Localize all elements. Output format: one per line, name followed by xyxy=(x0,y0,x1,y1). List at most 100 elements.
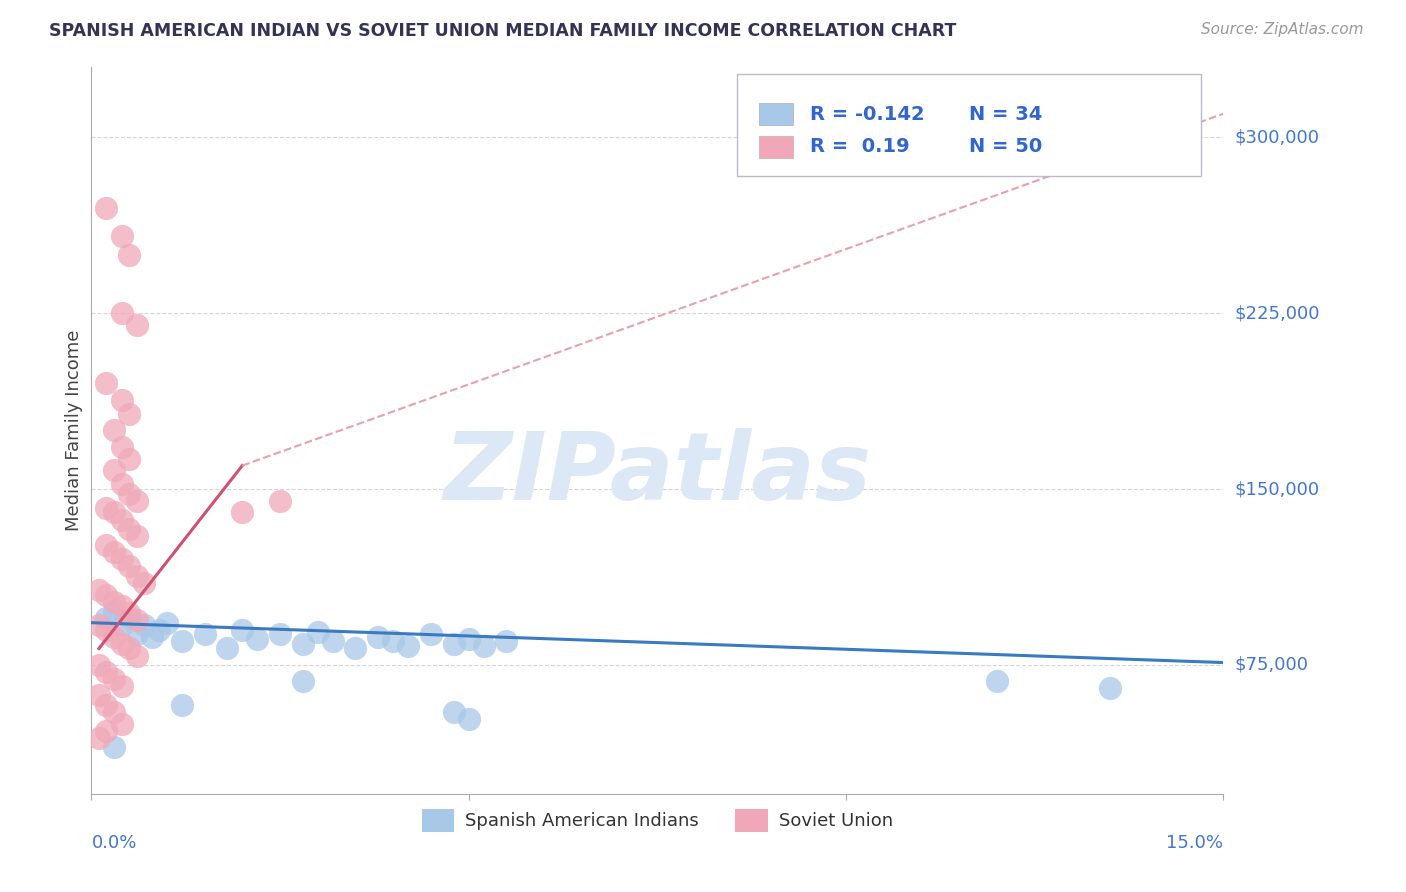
Point xyxy=(125,648,148,663)
Point xyxy=(419,627,441,641)
Y-axis label: Median Family Income: Median Family Income xyxy=(65,330,83,531)
Point xyxy=(472,639,495,653)
Point xyxy=(118,407,141,421)
Point xyxy=(396,639,419,653)
Point xyxy=(134,618,156,632)
Point xyxy=(443,637,465,651)
Point xyxy=(87,657,110,672)
Point xyxy=(231,623,253,637)
Text: ZIPatlas: ZIPatlas xyxy=(443,428,872,520)
Point xyxy=(110,228,132,243)
Text: 0.0%: 0.0% xyxy=(91,834,136,852)
Point xyxy=(156,615,179,630)
Point xyxy=(443,705,465,719)
Point xyxy=(110,552,132,566)
Text: $150,000: $150,000 xyxy=(1234,480,1319,498)
Point xyxy=(118,607,141,621)
Point xyxy=(148,623,170,637)
Text: $225,000: $225,000 xyxy=(1234,304,1320,322)
Point xyxy=(1099,681,1122,696)
Point xyxy=(125,529,148,543)
Point xyxy=(103,594,125,608)
Point xyxy=(110,392,132,407)
Point xyxy=(344,641,367,656)
FancyBboxPatch shape xyxy=(759,136,793,158)
Point xyxy=(87,582,110,597)
Text: R =  0.19: R = 0.19 xyxy=(810,137,910,156)
Point xyxy=(110,306,132,320)
Point xyxy=(96,500,118,515)
Point xyxy=(110,618,132,632)
FancyBboxPatch shape xyxy=(759,103,793,125)
Point xyxy=(118,247,141,261)
Point xyxy=(118,451,141,466)
Point xyxy=(110,477,132,491)
Point xyxy=(118,641,141,656)
Point xyxy=(495,634,517,648)
Point xyxy=(110,679,132,693)
Point xyxy=(103,630,125,644)
Point xyxy=(170,634,193,648)
Text: N = 34: N = 34 xyxy=(969,104,1042,124)
Point xyxy=(96,588,118,602)
Point xyxy=(125,493,148,508)
Point xyxy=(367,630,389,644)
Point xyxy=(986,674,1008,689)
Point xyxy=(322,634,344,648)
Point xyxy=(96,376,118,391)
Point xyxy=(291,637,314,651)
Point xyxy=(103,463,125,477)
Text: Source: ZipAtlas.com: Source: ZipAtlas.com xyxy=(1201,22,1364,37)
Point xyxy=(217,641,239,656)
Text: $300,000: $300,000 xyxy=(1234,128,1319,146)
Point xyxy=(103,506,125,520)
Point xyxy=(87,618,110,632)
Point xyxy=(125,613,148,627)
Point xyxy=(269,627,291,641)
Text: 15.0%: 15.0% xyxy=(1166,834,1223,852)
Point xyxy=(134,575,156,590)
Point xyxy=(110,599,132,614)
Point xyxy=(141,630,163,644)
Point xyxy=(193,627,217,641)
Point xyxy=(125,627,148,641)
Point xyxy=(170,698,193,712)
Point xyxy=(110,637,132,651)
Point xyxy=(125,569,148,583)
Point xyxy=(118,522,141,536)
Point xyxy=(87,689,110,703)
Text: $75,000: $75,000 xyxy=(1234,656,1309,673)
Point xyxy=(103,545,125,559)
Point xyxy=(231,506,253,520)
Point xyxy=(110,512,132,526)
Point xyxy=(103,739,125,754)
Point xyxy=(291,674,314,689)
Point xyxy=(457,632,479,646)
Point xyxy=(96,723,118,738)
Point xyxy=(103,424,125,438)
Point xyxy=(110,440,132,454)
Point xyxy=(96,698,118,712)
Legend: Spanish American Indians, Soviet Union: Spanish American Indians, Soviet Union xyxy=(415,802,900,839)
Point xyxy=(103,672,125,686)
Point xyxy=(125,318,148,332)
Point xyxy=(269,493,291,508)
Point xyxy=(96,538,118,552)
Point xyxy=(118,559,141,574)
Point xyxy=(96,623,118,637)
Point xyxy=(96,201,118,215)
Point xyxy=(307,625,329,640)
FancyBboxPatch shape xyxy=(737,74,1201,176)
Point xyxy=(118,611,141,625)
Point xyxy=(103,604,125,618)
Point xyxy=(96,665,118,679)
Point xyxy=(246,632,269,646)
Point xyxy=(103,705,125,719)
Text: R = -0.142: R = -0.142 xyxy=(810,104,925,124)
Point xyxy=(110,716,132,731)
Point xyxy=(118,486,141,500)
Text: N = 50: N = 50 xyxy=(969,137,1042,156)
Text: SPANISH AMERICAN INDIAN VS SOVIET UNION MEDIAN FAMILY INCOME CORRELATION CHART: SPANISH AMERICAN INDIAN VS SOVIET UNION … xyxy=(49,22,956,40)
Point xyxy=(457,712,479,726)
Point xyxy=(87,731,110,745)
